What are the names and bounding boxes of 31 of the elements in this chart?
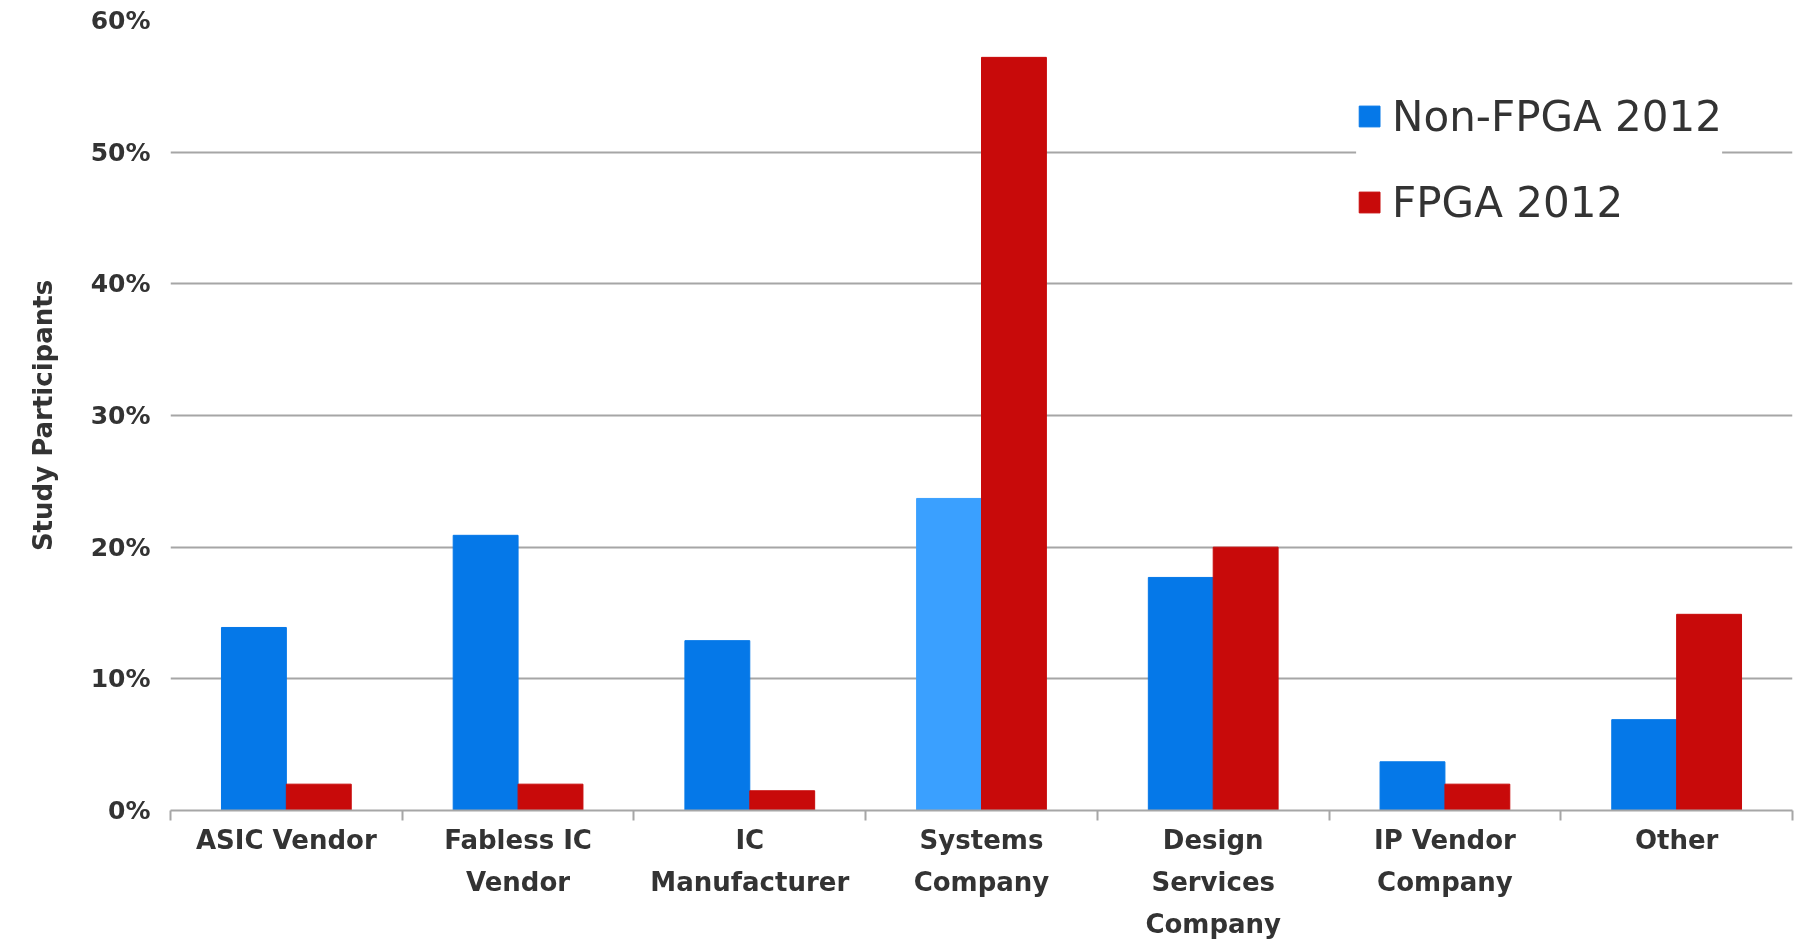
bar (1611, 719, 1678, 811)
x-tick-label: ASIC Vendor (195, 824, 377, 855)
x-tick-label: Other (1634, 824, 1719, 855)
x-tick-label: IC Manufacturer (650, 824, 850, 897)
y-tick-label: 60% (90, 6, 151, 35)
y-tick-label: 50% (90, 137, 151, 167)
bar (452, 534, 519, 811)
y-tick-label: 10% (90, 664, 151, 694)
bar (1379, 761, 1446, 811)
y-tick-label: 30% (90, 401, 151, 430)
bar (981, 56, 1047, 811)
y-tick-label: 0% (108, 796, 151, 825)
bar (749, 790, 816, 811)
x-tick-label: Design Services Company (1145, 824, 1282, 939)
y-tick-label: 40% (90, 269, 151, 299)
bar (285, 783, 352, 811)
y-axis-title: Study Participants (27, 279, 58, 552)
bar (684, 640, 751, 811)
legend-label: FPGA 2012 (1392, 176, 1624, 228)
x-tick-label: Fabless IC Vendor (444, 824, 592, 897)
bar (1212, 546, 1279, 811)
bar (916, 497, 982, 811)
legend-label: Non-FPGA 2012 (1392, 90, 1722, 142)
bar (1676, 613, 1743, 811)
y-tick-label: 20% (90, 532, 151, 562)
bar (1444, 783, 1511, 811)
bar (220, 626, 287, 811)
bar (1147, 576, 1214, 811)
bar (517, 783, 584, 811)
x-tick-label: IP Vendor Company (1373, 824, 1517, 897)
x-tick-label: Systems Company (913, 824, 1050, 897)
